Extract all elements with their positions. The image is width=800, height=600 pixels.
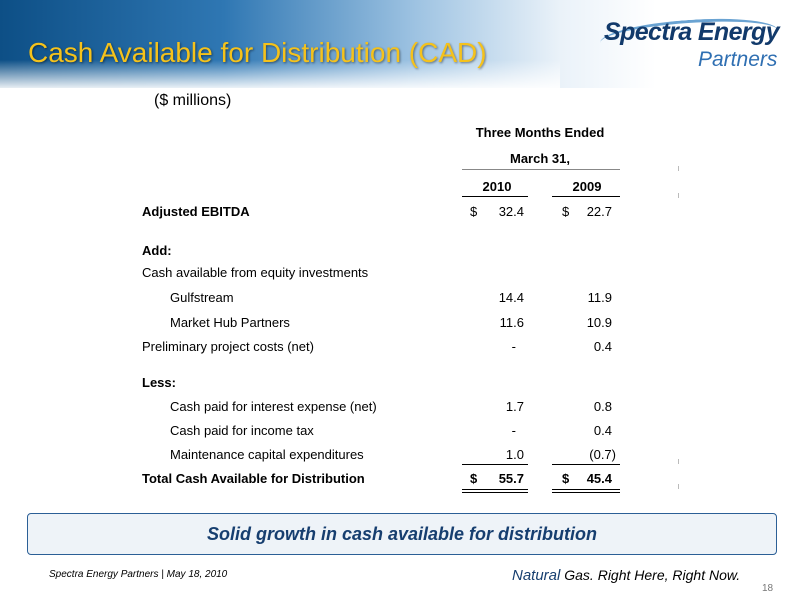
cell-2009: 11.9	[587, 290, 612, 305]
cell-2009: 0.4	[593, 339, 612, 354]
cell-2010: -	[511, 423, 516, 438]
row-gulfstream: Gulfstream	[170, 290, 234, 305]
cell-2010-total: 55.7	[498, 471, 524, 486]
spectra-logo: Spectra Energy Partners	[599, 13, 790, 74]
dollar-sign: $	[470, 471, 478, 486]
header-2010: 2010	[482, 179, 512, 194]
row-less-heading: Less:	[142, 375, 176, 390]
tick-mark	[678, 193, 679, 198]
dollar-sign: $	[470, 204, 478, 219]
row-total-cad: Total Cash Available for Distribution	[142, 471, 365, 486]
rule-2010	[462, 196, 528, 197]
page-number: 18	[762, 583, 774, 594]
cell-2009: 22.7	[586, 204, 612, 219]
dollar-sign: $	[562, 204, 570, 219]
cell-2010: 14.4	[498, 290, 524, 305]
cell-2009: 10.9	[586, 315, 612, 330]
rule-2009	[552, 196, 620, 197]
cell-2009: (0.7)	[589, 447, 616, 462]
logo-sub: Partners	[698, 48, 778, 71]
row-adjusted-ebitda: Adjusted EBITDA	[142, 204, 250, 219]
row-income-tax: Cash paid for income tax	[170, 423, 314, 438]
row-interest-expense: Cash paid for interest expense (net)	[170, 399, 377, 414]
cell-2009: 0.8	[593, 399, 612, 414]
row-market-hub: Market Hub Partners	[170, 315, 290, 330]
subtotal-rule-2009	[552, 464, 620, 465]
footer-tagline: Natural Gas. Right Here, Right Now.	[512, 567, 740, 584]
dollar-sign: $	[562, 471, 570, 486]
total-rule-2009-double	[552, 492, 620, 493]
total-rule-2009	[552, 489, 620, 490]
row-equity-investments: Cash available from equity investments	[142, 265, 369, 280]
tick-mark	[678, 484, 679, 489]
cell-2010: 11.6	[499, 315, 524, 330]
cell-2010: -	[511, 339, 516, 354]
header-rule	[462, 169, 620, 170]
footer-source: Spectra Energy Partners | May 18, 2010	[49, 569, 228, 580]
logo-name: Spectra Energy	[604, 18, 780, 46]
tagline-rest: Gas. Right Here, Right Now.	[560, 567, 741, 583]
callout-text: Solid growth in cash available for distr…	[206, 524, 598, 544]
header-march: March 31,	[510, 151, 570, 166]
slide-title: Cash Available for Distribution (CAD)	[28, 37, 487, 68]
tick-mark	[678, 459, 679, 464]
cell-2009-total: 45.4	[586, 471, 612, 486]
header-glow	[0, 60, 560, 88]
cell-2009: 0.4	[593, 423, 612, 438]
cell-2010: 1.7	[505, 399, 524, 414]
tick-mark	[678, 166, 679, 171]
header-three-months: Three Months Ended	[475, 125, 605, 140]
header-2009: 2009	[572, 179, 602, 194]
row-add-heading: Add:	[142, 243, 172, 258]
cell-2010: 32.4	[498, 204, 524, 219]
units-label: ($ millions)	[154, 92, 232, 109]
row-maintenance-capex: Maintenance capital expenditures	[170, 447, 364, 462]
total-rule-2010-double	[462, 492, 528, 493]
subtotal-rule-2010	[462, 464, 528, 465]
cell-2010: 1.0	[505, 447, 524, 462]
callout-box: Solid growth in cash available for distr…	[27, 513, 777, 555]
total-rule-2010	[462, 489, 528, 490]
row-preliminary-costs: Preliminary project costs (net)	[142, 339, 314, 354]
tagline-natural: Natural	[512, 567, 561, 584]
header-banner	[0, 0, 800, 88]
